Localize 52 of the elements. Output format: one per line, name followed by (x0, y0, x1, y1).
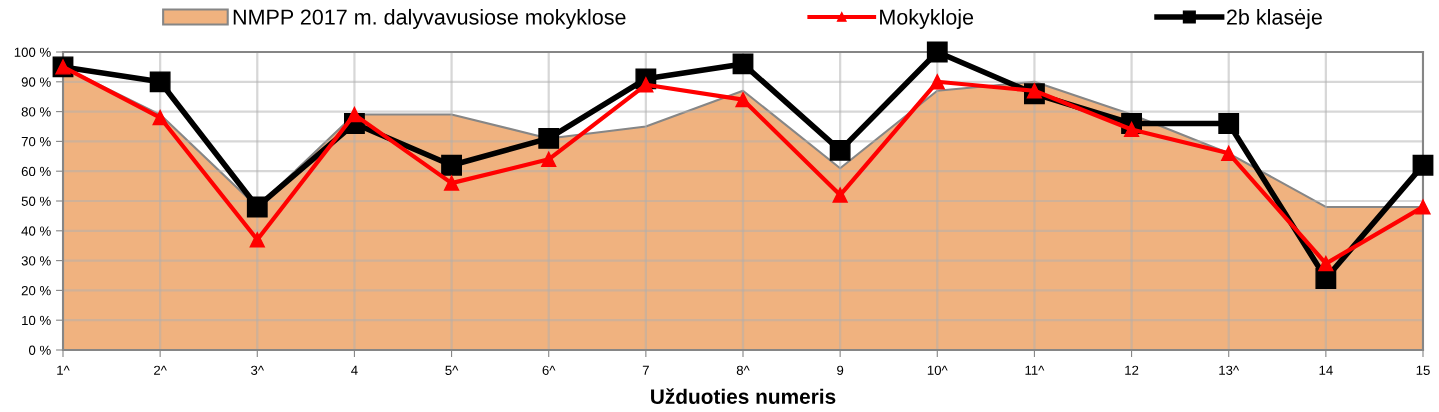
x-tick-label: 6^ (542, 365, 556, 375)
x-tick-label: 3^ (251, 365, 264, 375)
y-tick-label: 100 % (14, 47, 51, 57)
x-tick-label: 5^ (445, 365, 459, 375)
x-tick-label: 15 (1416, 365, 1430, 375)
point (538, 128, 560, 149)
y-tick-label: 20 % (21, 285, 51, 296)
point (346, 106, 363, 123)
point (1315, 268, 1337, 289)
y-tick-label: 80 % (21, 107, 51, 117)
legend-label: Mokykloje (880, 8, 974, 29)
legend-label: 2b klasėje (1227, 8, 1322, 29)
point (1123, 121, 1140, 138)
x-tick-label: 10^ (927, 365, 948, 375)
y-tick-label: 30 % (21, 256, 51, 266)
point (443, 175, 460, 191)
y-tick-label: 90 % (21, 77, 51, 87)
point (829, 139, 851, 161)
point (1318, 255, 1334, 272)
point (1415, 199, 1431, 215)
point (929, 74, 945, 90)
y-tick-label: 0 % (28, 345, 51, 355)
point (249, 232, 265, 248)
point (1412, 154, 1434, 176)
x-tick-label: 4 (351, 365, 358, 375)
point (149, 71, 171, 93)
y-tick-label: 60 % (21, 166, 51, 177)
point (1221, 145, 1237, 161)
point (246, 196, 268, 218)
point (541, 151, 557, 167)
x-tick-label: 14 (1319, 365, 1333, 375)
x-tick-label: 11^ (1025, 365, 1045, 375)
point (732, 53, 754, 75)
point (735, 92, 751, 108)
y-tick-label: 50 % (21, 196, 51, 206)
point (832, 187, 848, 203)
y-tick-label: 40 % (21, 226, 51, 236)
point (926, 41, 948, 63)
x-axis-title: Užduoties numeris (651, 388, 836, 404)
x-tick-label: 12 (1125, 365, 1139, 375)
x-tick-label: 8^ (736, 365, 750, 375)
x-tick-label: 2^ (154, 365, 167, 375)
point (441, 154, 462, 176)
x-tick-label: 7 (642, 365, 649, 375)
x-tick-label: 9 (837, 365, 844, 375)
legend-label: NMPP 2017 m. dalyvavusiose mokyklose (233, 8, 626, 29)
y-tick-label: 10 % (22, 315, 51, 326)
point (152, 109, 168, 126)
point (1218, 113, 1240, 134)
y-tick-label: 70 % (21, 136, 51, 147)
x-tick-label: 13^ (1219, 365, 1240, 375)
x-tick-label: 1^ (57, 365, 70, 375)
